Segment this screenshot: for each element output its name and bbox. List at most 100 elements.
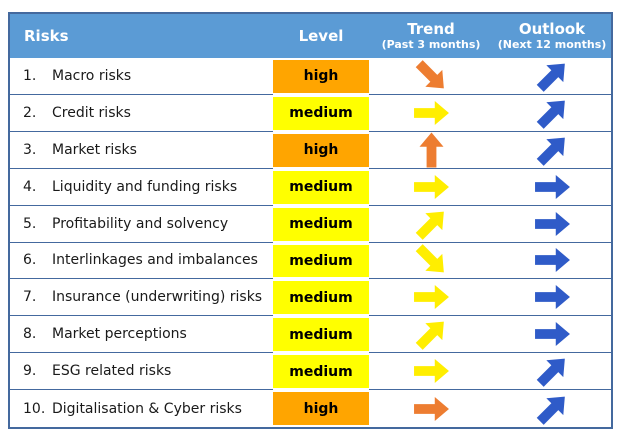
trend-arrow-down-right-icon [415, 60, 444, 89]
row-number: 5. [23, 215, 37, 232]
row-number: 9. [23, 363, 37, 380]
trend-cell [369, 206, 493, 243]
outlook-arrow-up-right-icon [536, 396, 565, 425]
table-row: 9. ESG related risks medium [10, 353, 611, 391]
outlook-cell [493, 206, 611, 243]
trend-arrow-up-right-icon [415, 321, 444, 351]
risk-name-cell: 10. Digitalisation & Cyber risks [10, 390, 273, 427]
trend-cell [369, 95, 493, 132]
trend-cell [369, 279, 493, 317]
header-risks-label: Risks [24, 27, 69, 45]
level-badge: medium [273, 170, 369, 204]
risk-level-cell: medium [273, 95, 369, 132]
trend-cell [369, 169, 493, 206]
level-badge: medium [273, 355, 369, 389]
risk-label: Digitalisation & Cyber risks [52, 400, 242, 417]
level-badge: high [273, 392, 369, 426]
header-trend-subtitle: (Past 3 months) [381, 38, 481, 51]
risk-name-cell: 7. Insurance (underwriting) risks [10, 279, 273, 317]
trend-cell [369, 58, 493, 95]
trend-cell [369, 243, 493, 280]
risk-level-cell: high [273, 132, 369, 169]
risk-label: Insurance (underwriting) risks [52, 289, 263, 306]
trend-arrow-right-icon [413, 100, 449, 125]
risk-label: ESG related risks [52, 363, 172, 380]
risk-level-cell: medium [273, 279, 369, 316]
trend-cell [369, 132, 493, 169]
header-outlook-subtitle: (Next 12 months) [497, 38, 607, 51]
header-trend: Trend (Past 3 months) [369, 14, 493, 58]
row-number: 2. [23, 104, 37, 121]
risk-label: Market risks [52, 141, 137, 158]
table-row: 8. Market perceptions medium [10, 316, 611, 354]
header-outlook: Outlook (Next 12 months) [493, 14, 611, 58]
level-badge: medium [273, 244, 369, 278]
trend-arrow-up-right-icon [415, 211, 444, 240]
trend-cell [369, 353, 493, 391]
trend-arrow-right-icon [413, 285, 449, 310]
row-number: 3. [23, 141, 37, 158]
outlook-arrow-right-icon [534, 248, 570, 273]
outlook-arrow-right-icon [534, 322, 570, 347]
header-risks: Risks [10, 14, 273, 58]
row-number: 1. [23, 67, 37, 84]
risk-name-cell: 8. Market perceptions [10, 316, 273, 354]
table-header: Risks Level Trend (Past 3 months) Outloo… [10, 14, 611, 58]
row-number: 4. [23, 178, 37, 195]
risk-level-cell: medium [273, 169, 369, 206]
level-badge: medium [273, 281, 369, 315]
table-body: 1. Macro risks high 2. Credit risks medi… [10, 58, 611, 427]
risk-name-cell: 1. Macro risks [10, 58, 273, 95]
risk-level-cell: medium [273, 206, 369, 243]
outlook-cell [493, 243, 611, 280]
outlook-cell [493, 132, 611, 169]
outlook-arrow-up-right-icon [536, 137, 565, 166]
outlook-arrow-right-icon [534, 285, 570, 310]
outlook-arrow-up-right-icon [536, 63, 565, 92]
header-trend-title: Trend [407, 20, 455, 38]
risk-name-cell: 4. Liquidity and funding risks [10, 169, 273, 206]
risk-name-cell: 6. Interlinkages and imbalances [10, 243, 273, 280]
level-badge: medium [273, 207, 369, 241]
row-number: 8. [23, 326, 37, 343]
header-level-label: Level [298, 27, 344, 45]
table-row: 4. Liquidity and funding risks medium [10, 169, 611, 206]
trend-arrow-right-icon [413, 174, 449, 199]
outlook-cell [493, 316, 611, 354]
outlook-arrow-up-right-icon [536, 358, 565, 388]
level-badge: high [273, 60, 369, 93]
outlook-cell [493, 58, 611, 95]
risk-label: Macro risks [52, 67, 132, 84]
outlook-cell [493, 353, 611, 391]
risk-level-cell: medium [273, 353, 369, 390]
table-row: 10. Digitalisation & Cyber risks high [10, 390, 611, 427]
level-badge: high [273, 133, 369, 167]
header-level: Level [273, 14, 369, 58]
table-row: 2. Credit risks medium [10, 95, 611, 132]
risk-level-cell: medium [273, 243, 369, 280]
table-row: 6. Interlinkages and imbalances medium [10, 243, 611, 280]
outlook-arrow-right-icon [534, 174, 570, 199]
risk-table: Risks Level Trend (Past 3 months) Outloo… [8, 12, 613, 429]
risk-name-cell: 2. Credit risks [10, 95, 273, 132]
outlook-arrow-right-icon [534, 211, 570, 236]
risk-label: Interlinkages and imbalances [52, 252, 258, 269]
trend-cell [369, 390, 493, 427]
trend-arrow-up-icon [419, 132, 443, 168]
risk-label: Market perceptions [52, 326, 187, 343]
trend-arrow-down-right-icon [415, 244, 444, 273]
row-number: 6. [23, 252, 37, 269]
table-row: 5. Profitability and solvency medium [10, 206, 611, 243]
table-row: 1. Macro risks high [10, 58, 611, 95]
outlook-arrow-up-right-icon [536, 100, 565, 129]
trend-cell [369, 316, 493, 354]
risk-level-cell: high [273, 58, 369, 95]
header-outlook-title: Outlook [518, 20, 586, 38]
risk-level-cell: medium [273, 316, 369, 353]
level-badge: medium [273, 96, 369, 130]
outlook-cell [493, 279, 611, 317]
row-number: 7. [23, 289, 37, 306]
table-row: 7. Insurance (underwriting) risks medium [10, 279, 611, 317]
outlook-cell [493, 169, 611, 206]
